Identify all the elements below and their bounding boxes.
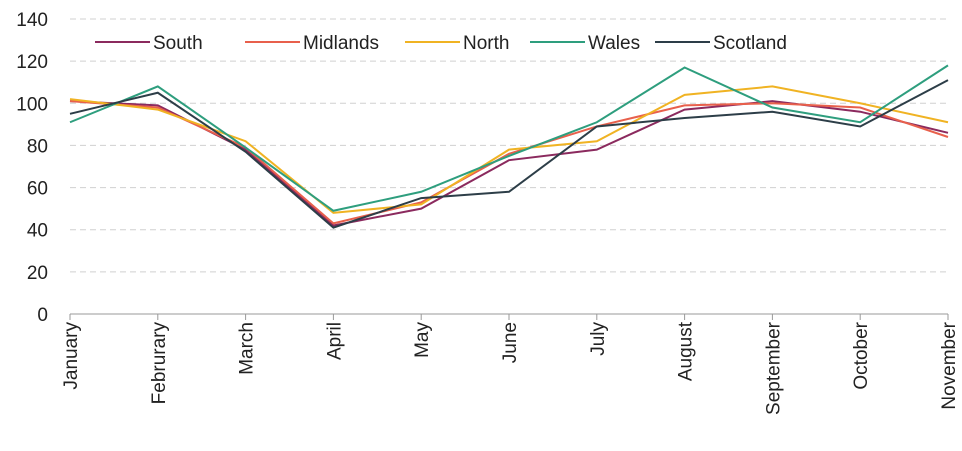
x-tick-label: July xyxy=(588,322,609,356)
x-tick-label: March xyxy=(237,322,258,375)
legend-label: North xyxy=(463,33,509,54)
x-tick-label: May xyxy=(412,322,433,358)
line xyxy=(69,100,949,225)
y-tick-label: 40 xyxy=(27,221,48,242)
y-tick-label: 20 xyxy=(27,263,48,284)
legend-label: Scotland xyxy=(713,33,787,54)
x-tick-label: October xyxy=(851,321,872,389)
line xyxy=(69,79,949,229)
x-tick-label: September xyxy=(763,321,784,415)
y-tick-label: 60 xyxy=(27,179,48,200)
line xyxy=(69,64,949,212)
x-tick-label: April xyxy=(324,322,345,360)
legend-label: Wales xyxy=(588,33,640,54)
y-tick-label: 120 xyxy=(16,52,48,73)
x-tick-label: November xyxy=(939,321,960,409)
x-tick-label: June xyxy=(500,322,521,363)
legend-label: Midlands xyxy=(303,33,379,54)
x-tick-label: August xyxy=(676,321,697,381)
y-tick-label: 80 xyxy=(27,136,48,157)
y-tick-label: 100 xyxy=(16,94,48,115)
legend-label: South xyxy=(153,33,203,54)
line xyxy=(69,85,949,214)
x-tick-label: Februrary xyxy=(149,322,170,405)
x-tick-label: January xyxy=(61,322,82,390)
y-tick-label: 140 xyxy=(16,10,48,31)
y-tick-label: 0 xyxy=(37,305,48,326)
